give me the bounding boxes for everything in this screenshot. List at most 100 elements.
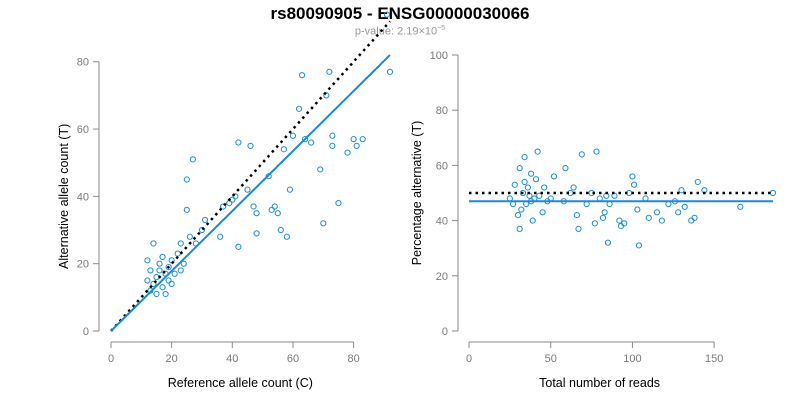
right-data-point — [524, 184, 531, 191]
right-y-tick-label: 0 — [442, 326, 448, 338]
left-data-point — [171, 270, 178, 277]
right-data-point — [573, 211, 580, 219]
right-data-point — [550, 173, 558, 180]
pvalue-subtitle: p-value: 2.19×10−5 — [0, 25, 800, 38]
left-data-point — [323, 92, 330, 99]
left-data-point — [144, 277, 151, 284]
left-y-tick-label: 80 — [77, 57, 89, 69]
left-data-point — [329, 132, 336, 139]
left-data-point — [198, 226, 206, 234]
left-data-point — [220, 203, 227, 210]
right-data-point — [516, 225, 523, 232]
left-data-point — [298, 72, 306, 79]
chart-title: rs80090905 - ENSG00000030066 — [270, 4, 530, 23]
left-x-tick-label: 20 — [166, 353, 178, 365]
right-data-point — [601, 209, 608, 216]
left-data-point — [177, 267, 184, 274]
left-data-point — [286, 186, 294, 193]
left-y-axis-label: Alternative allele count (T) — [57, 124, 71, 269]
left-data-point — [289, 132, 297, 139]
left-data-point — [150, 280, 157, 287]
right-y-tick-label: 40 — [436, 216, 448, 228]
right-x-tick-label: 50 — [545, 353, 557, 365]
left-expected-line — [110, 20, 391, 332]
left-data-point — [268, 206, 275, 213]
left-data-point — [180, 260, 187, 267]
right-data-point — [536, 192, 543, 199]
right-x-tick-label: 150 — [705, 353, 723, 365]
right-data-point — [532, 176, 540, 183]
left-data-point — [232, 193, 239, 200]
left-data-point — [329, 142, 336, 149]
left-data-point — [217, 233, 224, 240]
left-data-point — [317, 166, 324, 173]
right-data-point — [511, 181, 518, 188]
left-data-point — [144, 257, 151, 264]
right-data-point — [678, 187, 685, 194]
right-data-point — [691, 214, 698, 221]
right-data-point — [630, 181, 638, 188]
left-data-point — [308, 139, 315, 146]
left-x-tick-label: 60 — [287, 353, 299, 365]
right-data-point — [593, 148, 600, 155]
pvalue-exponent: −5 — [437, 25, 446, 32]
left-data-point — [283, 233, 290, 240]
right-data-point — [578, 151, 585, 158]
left-x-tick-label: 80 — [347, 353, 359, 365]
pvalue-text: p-value: 2.19×10 — [354, 25, 438, 38]
right-data-point — [575, 225, 582, 232]
left-data-point — [326, 68, 333, 75]
left-y-tick-label: 0 — [83, 326, 89, 338]
left-data-point — [280, 146, 287, 153]
right-data-point — [621, 220, 628, 227]
right-y-tick-label: 20 — [436, 271, 448, 283]
left-x-axis-label: Reference allele count (C) — [168, 376, 313, 390]
left-data-point — [320, 220, 327, 227]
left-data-point — [253, 230, 260, 237]
left-fit-line — [110, 54, 391, 332]
left-y-tick-label: 60 — [77, 124, 89, 136]
left-data-point — [156, 260, 163, 267]
right-data-point — [635, 242, 643, 249]
left-data-point — [247, 142, 254, 149]
left-data-point — [244, 186, 251, 193]
left-data-point — [295, 105, 303, 112]
right-data-point — [675, 209, 682, 216]
left-data-point — [174, 250, 181, 257]
right-data-point — [616, 217, 623, 224]
left-x-tick-label: 40 — [226, 353, 238, 365]
right-y-axis-label: Percentage alternative (T) — [410, 121, 424, 266]
left-data-point — [159, 253, 166, 261]
left-data-point — [335, 199, 342, 207]
left-data-point — [189, 156, 196, 163]
left-data-point — [165, 263, 172, 271]
right-data-point — [617, 223, 625, 230]
left-data-point — [277, 226, 284, 234]
right-data-point — [591, 220, 598, 227]
right-data-point — [634, 206, 641, 213]
left-data-point — [301, 136, 309, 143]
left-y-tick-label: 40 — [77, 191, 89, 203]
left-data-point — [183, 206, 190, 213]
left-data-point — [350, 136, 357, 143]
right-data-point — [521, 178, 528, 186]
right-data-point — [539, 209, 546, 216]
right-y-tick-label: 80 — [436, 105, 448, 117]
left-data-point — [253, 210, 260, 217]
right-data-point — [519, 189, 527, 197]
right-data-point — [528, 170, 535, 177]
left-data-point — [274, 210, 281, 217]
left-y-tick-label: 20 — [77, 259, 89, 271]
left-data-point — [344, 149, 351, 156]
right-data-point — [529, 217, 536, 224]
left-data-point — [168, 280, 175, 287]
right-data-point — [516, 165, 523, 172]
left-data-point — [386, 68, 394, 75]
left-data-point — [159, 284, 166, 291]
right-data-point — [629, 173, 636, 180]
right-data-point — [653, 209, 661, 216]
left-data-point — [383, 11, 391, 18]
right-data-point — [534, 148, 541, 155]
